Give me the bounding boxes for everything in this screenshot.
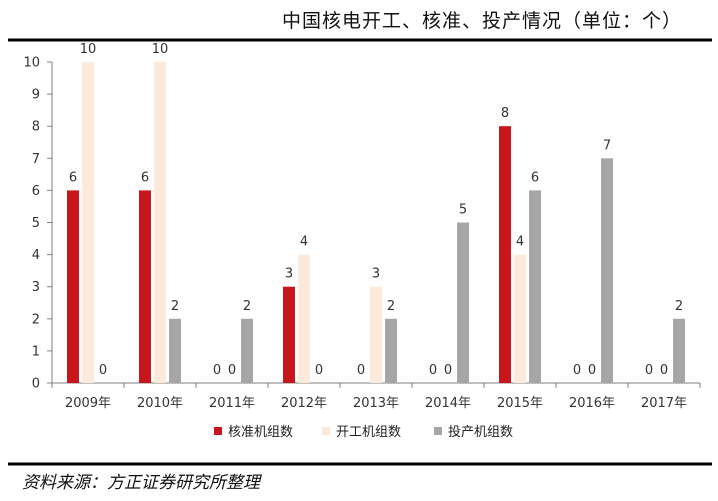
bar (82, 62, 94, 383)
data-label: 0 (444, 363, 452, 378)
bar (499, 126, 511, 383)
x-tick-label: 2009年 (65, 396, 111, 411)
y-tick-label: 10 (23, 56, 40, 71)
x-tick-label: 2012年 (281, 396, 327, 411)
y-tick-label: 2 (32, 312, 40, 327)
data-label: 2 (675, 299, 683, 314)
x-tick-label: 2010年 (137, 396, 183, 411)
data-label: 0 (573, 363, 581, 378)
bar (298, 254, 310, 383)
data-label: 0 (228, 363, 236, 378)
data-label: 3 (372, 267, 380, 282)
bar (154, 62, 166, 383)
bar (673, 318, 685, 383)
data-label: 4 (300, 235, 308, 250)
legend-label: 核准机组数 (228, 425, 293, 440)
y-tick-label: 7 (32, 152, 40, 167)
legend-swatch (214, 427, 222, 435)
data-label: 0 (315, 363, 323, 378)
data-label: 2 (171, 299, 179, 314)
data-label: 6 (69, 170, 77, 185)
legend-label: 投产机组数 (448, 424, 513, 440)
data-label: 0 (645, 363, 653, 378)
source-note: 资料来源：方正证券研究所整理 (22, 473, 262, 493)
data-label: 6 (141, 170, 149, 185)
data-label: 0 (588, 363, 596, 378)
data-label: 7 (603, 138, 611, 153)
x-tick-label: 2013年 (353, 396, 399, 411)
y-axis: 0 1 2 3 4 5 6 7 8 9 10 (23, 56, 53, 392)
y-tick-label: 0 (32, 377, 40, 392)
data-label: 0 (99, 363, 107, 378)
y-tick-label: 9 (32, 88, 40, 103)
legend-swatch (434, 427, 442, 435)
data-label: 3 (285, 267, 293, 282)
x-tick-label: 2011年 (209, 396, 255, 411)
y-tick-label: 5 (32, 216, 40, 231)
bar (529, 190, 541, 383)
data-label: 5 (459, 203, 467, 218)
data-label: 10 (80, 42, 97, 57)
y-tick-label: 6 (32, 184, 40, 199)
y-tick-label: 4 (32, 248, 40, 263)
bar (385, 318, 397, 383)
bars (67, 62, 685, 383)
y-tick-label: 1 (32, 344, 40, 359)
data-label: 0 (660, 363, 668, 378)
chart-title: 中国核电开工、核准、投产情况（单位：个） (282, 10, 682, 32)
x-tick-label: 2014年 (425, 396, 471, 411)
legend-label: 开工机组数 (336, 425, 401, 440)
y-tick-label: 8 (32, 120, 40, 135)
data-label: 2 (243, 299, 251, 314)
bar (169, 318, 181, 383)
bar (370, 286, 382, 383)
data-label: 6 (531, 170, 539, 185)
data-label: 4 (516, 235, 524, 250)
x-tick-label: 2017年 (641, 396, 687, 411)
legend-swatch (322, 427, 330, 435)
legend: 核准机组数 开工机组数 投产机组数 (214, 424, 513, 440)
y-tick-label: 3 (32, 280, 40, 295)
x-axis: 2009年 2010年 2011年 2012年 2013年 2014年 2015年 2016年… (51, 382, 701, 411)
data-label: 10 (152, 42, 169, 57)
bar (241, 318, 253, 383)
data-label: 2 (387, 299, 395, 314)
data-label: 0 (213, 363, 221, 378)
bar (139, 190, 151, 383)
bar (457, 222, 469, 383)
data-label: 0 (357, 363, 365, 378)
bar (601, 158, 613, 383)
data-label: 8 (501, 106, 509, 121)
data-label: 0 (429, 363, 437, 378)
bar (514, 254, 526, 383)
bar (283, 286, 295, 383)
bar (67, 190, 79, 383)
x-tick-label: 2015年 (497, 396, 543, 411)
x-tick-label: 2016年 (569, 396, 615, 411)
